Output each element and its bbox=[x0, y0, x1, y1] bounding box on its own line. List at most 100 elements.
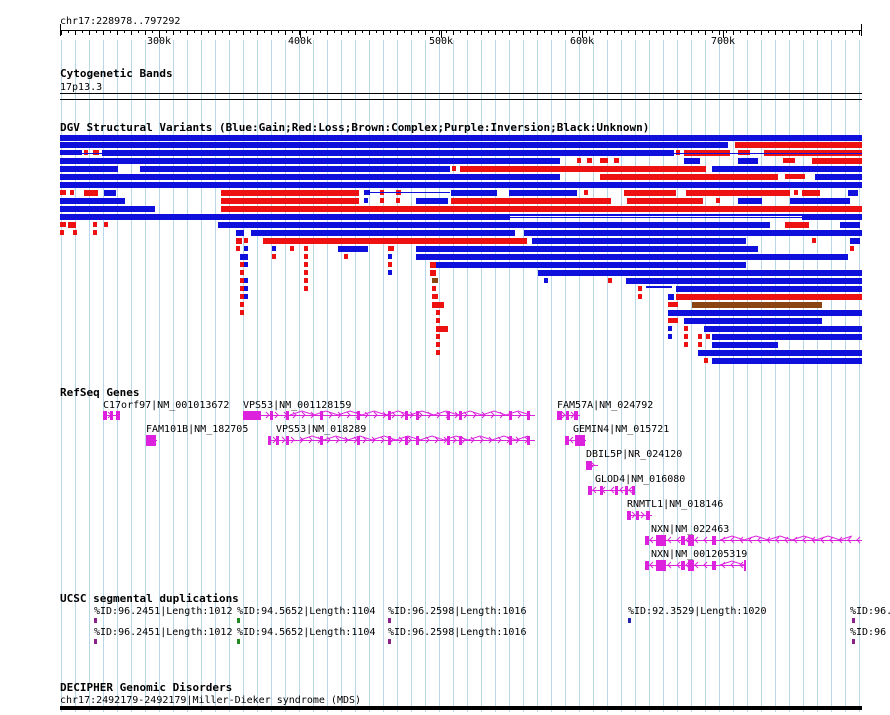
dgv-variant[interactable] bbox=[236, 230, 244, 236]
segdup-mark[interactable] bbox=[94, 618, 97, 623]
dgv-variant[interactable] bbox=[432, 286, 436, 291]
segdup-mark[interactable] bbox=[388, 618, 391, 623]
gene-model-gemin4[interactable] bbox=[565, 435, 586, 446]
dgv-variant[interactable] bbox=[738, 198, 762, 204]
dgv-variant[interactable] bbox=[240, 254, 248, 260]
segdup-label[interactable]: %ID:96.2451|Length:1012 bbox=[94, 627, 232, 638]
dgv-variant[interactable] bbox=[451, 190, 497, 196]
dgv-variant[interactable] bbox=[344, 254, 348, 259]
dgv-variant[interactable] bbox=[236, 246, 240, 251]
gene-model-fam101b[interactable] bbox=[146, 435, 157, 446]
dgv-variant[interactable] bbox=[304, 246, 308, 251]
gene-label-vps53-long[interactable]: VPS53|NM_001128159 bbox=[243, 400, 351, 411]
dgv-variant[interactable] bbox=[68, 222, 76, 228]
dgv-track-title[interactable]: DGV Structural Variants (Blue:Gain;Red:L… bbox=[60, 121, 649, 134]
dgv-variant[interactable] bbox=[93, 150, 99, 155]
dgv-variant[interactable] bbox=[240, 270, 244, 275]
dgv-variant[interactable] bbox=[668, 310, 862, 316]
dgv-variant[interactable] bbox=[698, 342, 702, 347]
dgv-variant[interactable] bbox=[544, 278, 548, 283]
dgv-variant[interactable] bbox=[388, 246, 394, 251]
dgv-variant[interactable] bbox=[60, 150, 82, 155]
dgv-variant[interactable] bbox=[236, 238, 242, 244]
dgv-variant[interactable] bbox=[104, 190, 116, 196]
dgv-variant[interactable] bbox=[221, 198, 359, 204]
dgv-variant[interactable] bbox=[60, 166, 118, 172]
dgv-variant[interactable] bbox=[524, 230, 862, 236]
dgv-variant[interactable] bbox=[790, 198, 850, 204]
dgv-variant[interactable] bbox=[638, 286, 642, 291]
decipher-track-title[interactable]: DECIPHER Genomic Disorders bbox=[60, 681, 232, 694]
dgv-variant[interactable] bbox=[60, 222, 66, 227]
dgv-variant[interactable] bbox=[364, 190, 370, 195]
dgv-variant[interactable] bbox=[436, 350, 440, 355]
dgv-variant[interactable] bbox=[704, 326, 862, 332]
dgv-variant[interactable] bbox=[244, 246, 248, 251]
dgv-variant[interactable] bbox=[686, 190, 790, 196]
dgv-variant[interactable] bbox=[60, 230, 64, 235]
segdup-label[interactable]: %ID:96.2598|Length:1016 bbox=[388, 627, 526, 638]
dgv-variant[interactable] bbox=[436, 310, 440, 315]
dgv-variant[interactable] bbox=[84, 190, 98, 196]
dgv-variant[interactable] bbox=[848, 190, 858, 196]
dgv-variant[interactable] bbox=[304, 254, 308, 259]
dgv-variant[interactable] bbox=[712, 166, 862, 172]
dgv-variant[interactable] bbox=[794, 190, 798, 195]
dgv-variant[interactable] bbox=[93, 222, 97, 227]
dgv-variant[interactable] bbox=[70, 190, 74, 195]
gene-label-vps53-short[interactable]: VPS53|NM_018289 bbox=[276, 424, 366, 435]
dgv-variant[interactable] bbox=[668, 302, 678, 307]
gene-label-dbil5p[interactable]: DBIL5P|NR_024120 bbox=[586, 449, 682, 460]
dgv-variant-span[interactable] bbox=[370, 192, 450, 193]
segdup-label[interactable]: %ID:94.5652|Length:1104 bbox=[237, 606, 375, 617]
dgv-variant[interactable] bbox=[460, 166, 706, 172]
dgv-variant[interactable] bbox=[614, 158, 619, 163]
dgv-variant[interactable] bbox=[60, 174, 560, 180]
dgv-variant[interactable] bbox=[221, 206, 862, 212]
dgv-variant[interactable] bbox=[240, 278, 244, 283]
segdup-mark[interactable] bbox=[628, 618, 631, 623]
gene-model-fam57a[interactable] bbox=[557, 411, 580, 420]
dgv-variant[interactable] bbox=[240, 262, 244, 267]
dgv-variant[interactable] bbox=[240, 294, 244, 299]
dgv-variant[interactable] bbox=[380, 198, 384, 203]
dgv-variant[interactable] bbox=[735, 142, 862, 148]
dgv-variant[interactable] bbox=[785, 222, 809, 228]
dgv-variant[interactable] bbox=[60, 135, 862, 141]
gene-label-fam101b[interactable]: FAM101B|NM_182705 bbox=[146, 424, 248, 435]
segdup-mark[interactable] bbox=[852, 639, 855, 644]
dgv-variant[interactable] bbox=[850, 246, 854, 251]
segdup-label[interactable]: %ID:92.3529|Length:1020 bbox=[628, 606, 766, 617]
dgv-variant[interactable] bbox=[704, 358, 708, 363]
dgv-variant[interactable] bbox=[783, 158, 795, 163]
dgv-variant[interactable] bbox=[676, 294, 862, 300]
decipher-label[interactable]: chr17:2492179-2492179|Miller-Dieker synd… bbox=[60, 695, 361, 706]
dgv-variant[interactable] bbox=[290, 246, 294, 251]
gene-label-rnmtl1[interactable]: RNMTL1|NM_018146 bbox=[627, 499, 723, 510]
gene-label-nxn-2[interactable]: NXN|NM_001205319 bbox=[651, 549, 747, 560]
dgv-variant[interactable] bbox=[221, 190, 359, 196]
dgv-variant[interactable] bbox=[840, 222, 860, 228]
dgv-variant[interactable] bbox=[263, 238, 527, 244]
dgv-variant[interactable] bbox=[587, 158, 592, 163]
segdup-mark[interactable] bbox=[94, 639, 97, 644]
dgv-variant-span[interactable] bbox=[60, 217, 862, 218]
dgv-variant[interactable] bbox=[577, 158, 581, 163]
segdup-track-title[interactable]: UCSC segmental duplications bbox=[60, 592, 239, 605]
gene-model-vps53-short[interactable] bbox=[268, 436, 535, 445]
dgv-variant[interactable] bbox=[646, 286, 672, 288]
dgv-variant[interactable] bbox=[802, 190, 820, 196]
dgv-variant[interactable] bbox=[510, 214, 802, 216]
dgv-variant[interactable] bbox=[251, 230, 515, 236]
dgv-variant[interactable] bbox=[416, 246, 758, 252]
dgv-variant[interactable] bbox=[240, 302, 244, 307]
gene-label-nxn-1[interactable]: NXN|NM_022463 bbox=[651, 524, 729, 535]
dgv-variant[interactable] bbox=[738, 158, 758, 164]
dgv-variant[interactable] bbox=[60, 142, 728, 148]
dgv-variant[interactable] bbox=[432, 294, 438, 299]
dgv-variant[interactable] bbox=[364, 198, 368, 203]
dgv-variant[interactable] bbox=[436, 262, 746, 268]
dgv-variant[interactable] bbox=[244, 278, 248, 283]
dgv-variant[interactable] bbox=[538, 270, 862, 276]
dgv-variant[interactable] bbox=[304, 270, 308, 275]
